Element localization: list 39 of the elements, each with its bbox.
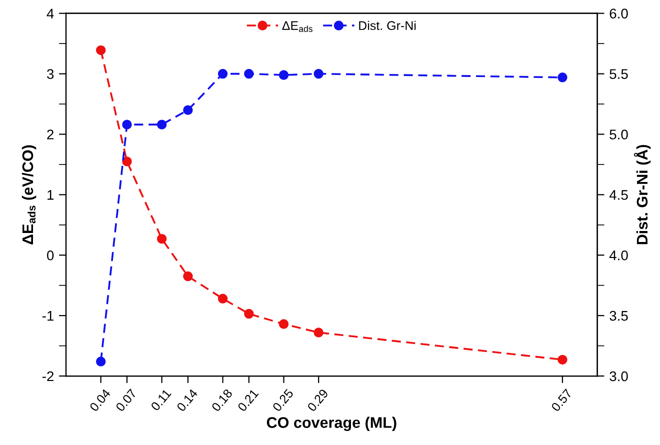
- point: [278, 70, 289, 80]
- y-tick-label: 4: [46, 8, 54, 18]
- x-tick-label: 0.11: [150, 388, 172, 412]
- point: [156, 234, 167, 244]
- y2-axis-title: Dist. Gr-Ni (Å): [634, 144, 651, 244]
- point: [183, 105, 193, 115]
- y-tick-label: 1: [48, 190, 54, 200]
- y-tick-label: -2: [42, 371, 54, 382]
- x-tick-label: 0.21: [237, 388, 259, 412]
- y-tick-label: 3: [47, 69, 54, 79]
- point: [183, 271, 193, 282]
- y-tick-label: 0: [47, 250, 54, 260]
- point: [558, 72, 568, 82]
- point: [558, 354, 568, 365]
- legend-label: ΔE$_{ads}$: [282, 21, 312, 32]
- legend-label: Dist. Gr-Ni: [359, 20, 416, 30]
- point: [314, 68, 324, 79]
- point: [156, 120, 167, 130]
- y2-tick-label: 4.5: [609, 190, 628, 200]
- y-tick-label: 2: [47, 130, 54, 140]
- y2-tick-label: 5.0: [610, 130, 628, 140]
- point: [218, 294, 228, 304]
- y2-tick-label: 5.5: [610, 69, 628, 79]
- point: [96, 356, 106, 366]
- point: [244, 68, 254, 79]
- point: [244, 308, 254, 319]
- point: [122, 156, 132, 166]
- point: [122, 120, 132, 130]
- y-tick-label: -1: [42, 311, 54, 321]
- x-axis-title: CO coverage (ML): [266, 416, 396, 432]
- y2-tick-label: 3.5: [610, 310, 628, 321]
- y-axis-title: ΔE$_{ads}$ (eV/CO): [22, 145, 36, 244]
- point: [218, 68, 228, 79]
- point: [278, 319, 289, 329]
- y2-tick-label: 6.0: [610, 8, 628, 19]
- y2-tick-label: 4.0: [609, 250, 628, 260]
- point: [314, 328, 324, 338]
- point: [96, 45, 106, 56]
- y2-tick-label: 3.0: [610, 371, 628, 382]
